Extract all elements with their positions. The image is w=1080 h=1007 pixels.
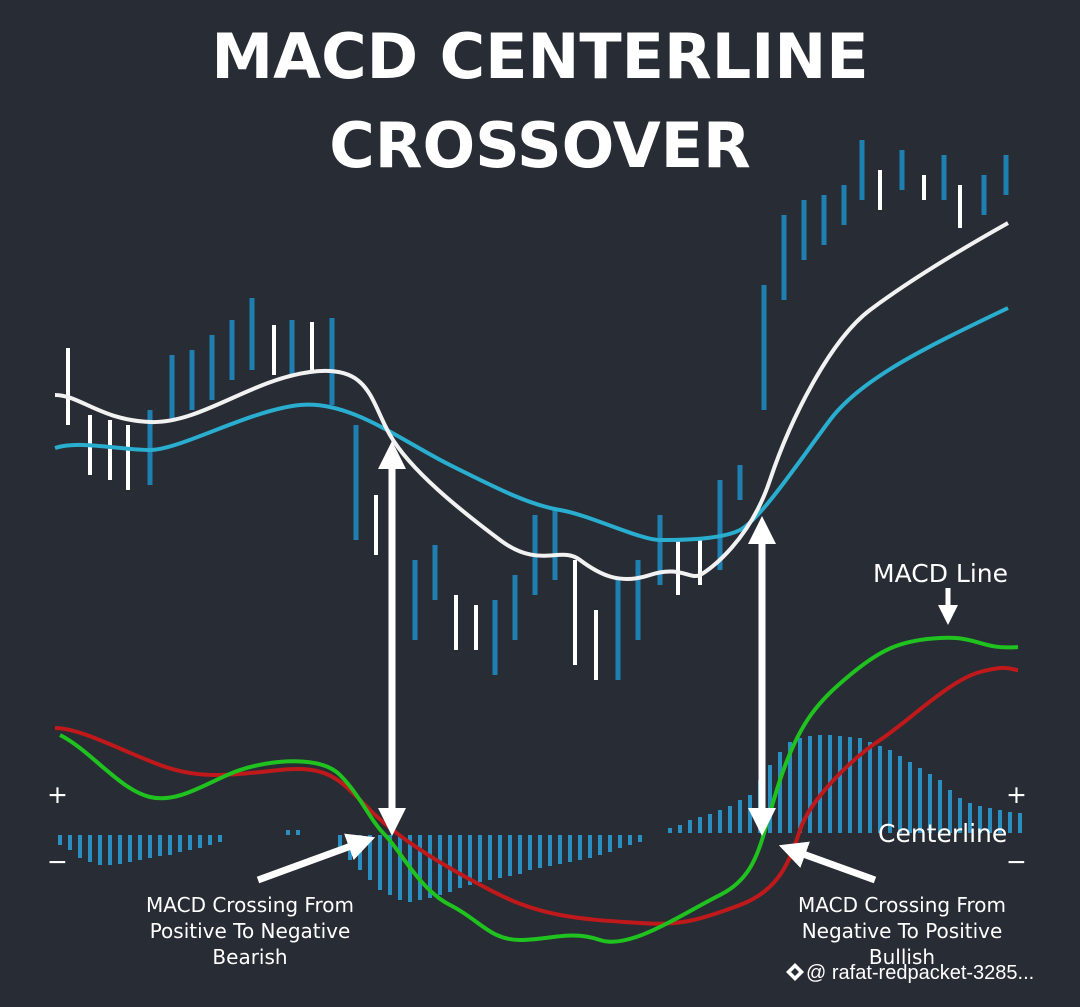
watermark: @ rafat-redpacket-3285... xyxy=(806,962,1034,984)
signal-line xyxy=(54,665,1019,926)
centerline-label: Centerline xyxy=(878,819,1007,848)
annotation: MACD Crossing From xyxy=(146,893,354,917)
title-line: MACD CENTERLINE xyxy=(211,20,868,93)
annotation: MACD Crossing From xyxy=(798,893,1006,917)
minus-sign: − xyxy=(1006,847,1027,876)
minus-sign: − xyxy=(47,847,68,876)
annotation: Bullish xyxy=(869,945,935,969)
plus-sign: + xyxy=(47,780,68,809)
plus-sign: + xyxy=(1006,780,1027,809)
title-line: CROSSOVER xyxy=(329,109,751,182)
annotation: Negative To Positive xyxy=(802,919,1003,943)
cyan-line xyxy=(54,306,1009,543)
watermark-icon xyxy=(786,963,804,981)
arrows xyxy=(256,441,958,884)
annotation: Bearish xyxy=(212,945,287,969)
macd-line xyxy=(59,635,1019,944)
macd-line-label: MACD Line xyxy=(873,559,1008,588)
white-line xyxy=(54,221,1009,581)
annotation: Positive To Negative xyxy=(150,919,351,943)
